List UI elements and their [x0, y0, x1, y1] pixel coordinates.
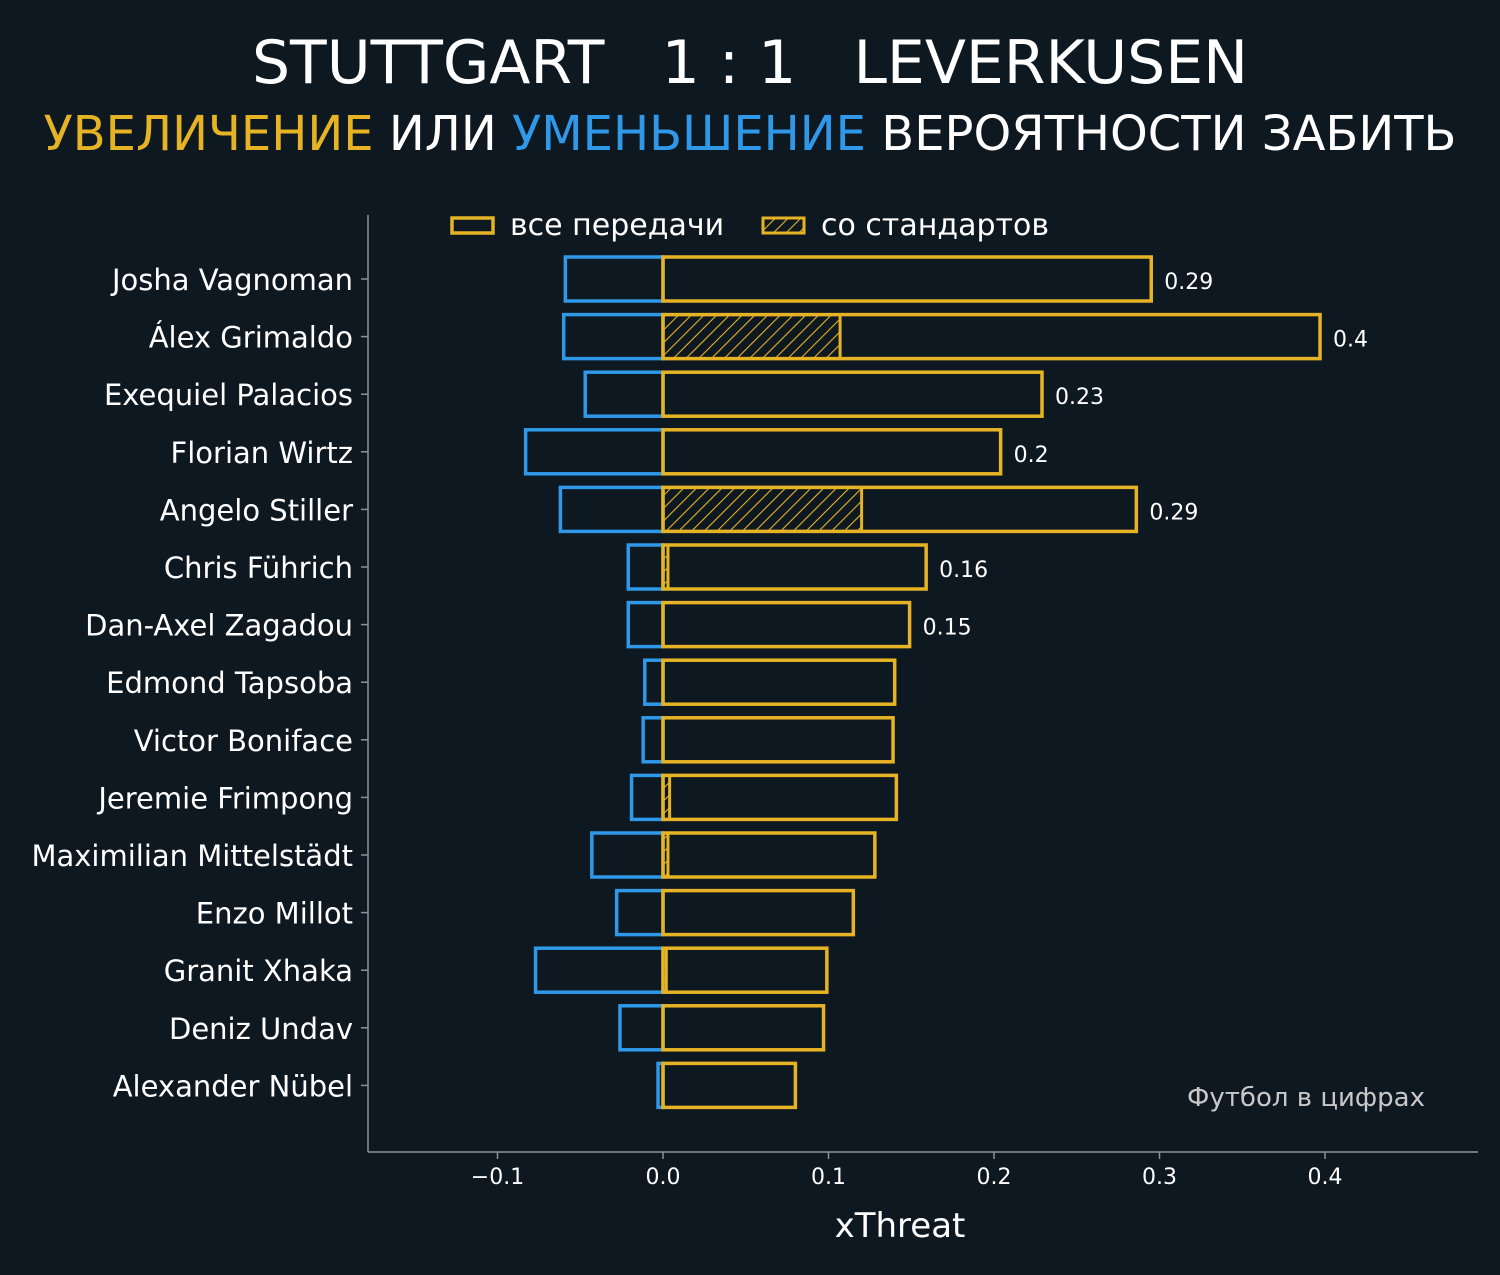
positive-bar: [661, 543, 928, 591]
player-name-label: Jeremie Frimpong: [96, 781, 353, 815]
chart-subtitle: УВЕЛИЧЕНИЕ ИЛИ УМЕНЬШЕНИЕ ВЕРОЯТНОСТИ ЗА…: [0, 104, 1500, 164]
subtitle-rest: ВЕРОЯТНОСТИ ЗАБИТЬ: [866, 106, 1457, 162]
positive-bar: [661, 716, 895, 764]
positive-bar: [661, 773, 899, 822]
player-name-label: Dan-Axel Zagadou: [85, 609, 353, 643]
negative-bar: [629, 773, 665, 822]
legend-swatch-all-passes: [450, 216, 495, 235]
positive-bar: [661, 888, 856, 937]
positive-bar: [661, 312, 1322, 361]
legend-label-all-passes: все передачи: [510, 208, 724, 243]
legend-label-set-pieces: со стандартов: [821, 208, 1049, 243]
x-tick-label: 0.1: [811, 1165, 846, 1190]
value-label: 0.15: [923, 616, 972, 641]
player-name-label: Josha Vagnoman: [110, 263, 353, 297]
chart-title: STUTTGART 1 : 1 LEVERKUSEN: [251, 28, 1249, 98]
player-name-label: Deniz Undav: [169, 1012, 353, 1046]
legend-swatch-set-pieces: [761, 216, 806, 235]
player-name-label: Victor Boniface: [134, 724, 353, 758]
player-name-label: Alexander Nübel: [113, 1069, 353, 1103]
player-name-label: Florian Wirtz: [171, 436, 353, 470]
value-label: 0.2: [1014, 443, 1049, 468]
player-name-label: Angelo Stiller: [160, 493, 353, 527]
negative-bar: [561, 312, 665, 361]
value-label: 0.4: [1333, 328, 1368, 353]
player-name-label: Exequiel Palacios: [104, 378, 353, 412]
player-name-label: Edmond Tapsoba: [106, 666, 353, 700]
negative-bar: [583, 370, 665, 418]
positive-bar: [661, 255, 1153, 303]
negative-bar: [626, 600, 665, 649]
x-tick-label: 0.3: [1142, 1165, 1177, 1190]
negative-bar: [523, 428, 665, 476]
player-name-label: Chris Führich: [164, 551, 353, 585]
x-tick-label: −0.1: [471, 1165, 524, 1190]
positive-bar: [661, 428, 1003, 476]
positive-bar: [661, 370, 1044, 418]
subtitle-increase: УВЕЛИЧЕНИЕ: [43, 106, 374, 162]
subtitle-decrease: УМЕНЬШЕНИЕ: [512, 106, 866, 162]
positive-bar: [661, 831, 877, 879]
watermark: Футбол в цифрах: [1187, 1083, 1425, 1113]
negative-bar: [626, 543, 665, 591]
negative-bar: [558, 485, 665, 534]
negative-bar: [643, 658, 665, 706]
x-tick-label: 0.0: [646, 1165, 681, 1190]
negative-bar: [563, 255, 665, 303]
negative-bar: [533, 946, 665, 994]
player-name-label: Granit Xhaka: [164, 954, 353, 988]
set-piece-bar: [661, 313, 842, 361]
player-name-label: Enzo Millot: [196, 897, 353, 931]
positive-bar: [661, 600, 912, 649]
positive-bar: [661, 946, 829, 994]
set-piece-bar: [661, 485, 864, 533]
positive-bar: [661, 1061, 798, 1110]
positive-bar: [661, 658, 897, 706]
value-label: 0.16: [939, 558, 988, 583]
x-axis-title: xThreat: [835, 1206, 966, 1246]
negative-bar: [641, 716, 665, 764]
value-label: 0.29: [1149, 500, 1198, 525]
player-name-label: Maximilian Mittelstädt: [31, 839, 353, 873]
x-tick-label: 0.4: [1308, 1165, 1343, 1190]
positive-bar: [661, 1004, 826, 1052]
x-tick-label: 0.2: [977, 1165, 1012, 1190]
value-label: 0.23: [1055, 385, 1104, 410]
negative-bar: [614, 888, 665, 937]
positive-bar: [661, 485, 1139, 534]
negative-bar: [618, 1004, 665, 1052]
subtitle-or: ИЛИ: [373, 106, 512, 162]
negative-bar: [590, 831, 665, 879]
value-label: 0.29: [1164, 270, 1213, 295]
player-name-label: Álex Grimaldo: [149, 321, 353, 355]
